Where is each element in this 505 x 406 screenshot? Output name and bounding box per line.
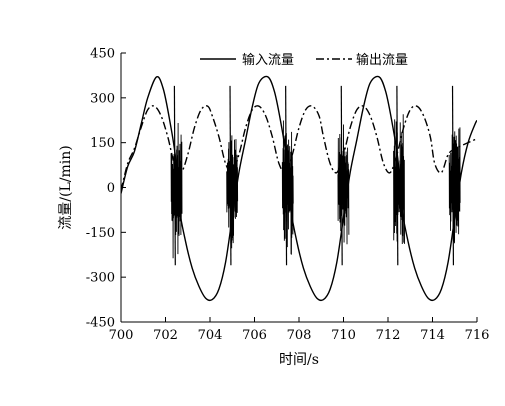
disturbance-spike	[396, 85, 399, 266]
y-tick-label: -300	[86, 271, 115, 286]
y-tick-label: -450	[86, 316, 115, 331]
disturbance-spike	[451, 85, 455, 266]
x-tick-label: 710	[331, 328, 356, 343]
disturbance-burst	[337, 124, 350, 245]
plot-area	[121, 75, 477, 302]
x-axis-title: 时间/s	[279, 352, 319, 368]
y-tick-label: 150	[90, 136, 115, 151]
y-tick-label: 300	[90, 91, 115, 106]
disturbance-spike	[173, 85, 176, 266]
disturbance-burst	[226, 135, 239, 249]
disturbance-spike	[285, 85, 288, 266]
disturbance-burst	[170, 122, 183, 259]
x-tick-label: 708	[287, 328, 312, 343]
legend-label-output-flow: 输出流量	[356, 52, 408, 68]
disturbance-burst	[393, 114, 405, 245]
x-tick-label: 700	[109, 328, 134, 343]
y-axis-title: 流量/(L/min)	[58, 145, 74, 229]
y-tick-label: 450	[90, 47, 115, 62]
x-tick-label: 714	[420, 328, 445, 343]
x-tick-label: 712	[376, 328, 401, 343]
legend-label-input-flow: 输入流量	[242, 52, 294, 68]
series-line-output-flow	[121, 105, 477, 191]
x-tick-label: 706	[242, 328, 267, 343]
y-tick-label: 0	[107, 181, 115, 196]
x-tick-label: 704	[198, 328, 223, 343]
disturbance-burst	[448, 127, 461, 244]
axes: 700 702 704 706 708 710 712 714 716 450 300 150 0 -15…	[86, 47, 490, 344]
disturbance-spike	[340, 85, 343, 266]
x-tick-label: 716	[465, 328, 490, 343]
y-tick-label: -150	[86, 226, 115, 241]
legend: 输入流量 输出流量	[200, 52, 408, 68]
disturbance-spike	[229, 85, 232, 266]
x-tick-label: 702	[153, 328, 178, 343]
disturbance-burst	[281, 120, 294, 255]
